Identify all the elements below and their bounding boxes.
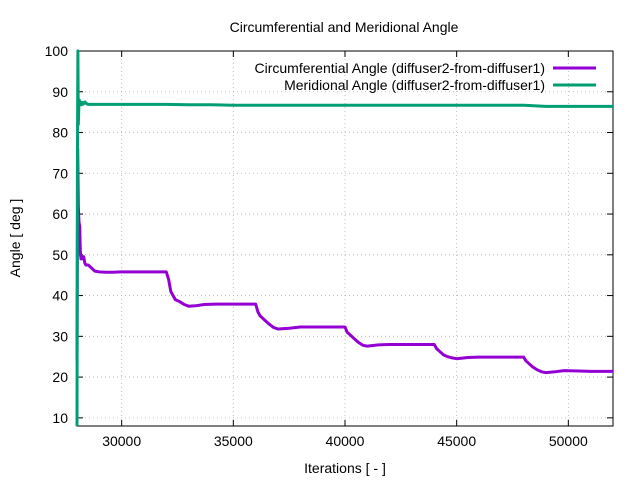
x-tick-label: 35000 bbox=[214, 433, 253, 449]
y-axis-label: Angle [ deg ] bbox=[7, 199, 23, 278]
y-tick-label: 40 bbox=[52, 288, 68, 304]
y-tick-label: 30 bbox=[52, 328, 68, 344]
x-tick-label: 30000 bbox=[102, 433, 141, 449]
y-tick-label: 80 bbox=[52, 125, 68, 141]
chart-title: Circumferential and Meridional Angle bbox=[230, 19, 459, 35]
x-tick-label: 40000 bbox=[326, 433, 365, 449]
legend-label-1: Meridional Angle (diffuser2-from-diffuse… bbox=[284, 77, 545, 93]
x-tick-label: 45000 bbox=[437, 433, 476, 449]
y-tick-label: 70 bbox=[52, 165, 68, 181]
ticks: 30000 35000 40000 45000 50000 10 20 30 40 50 60 70 8… bbox=[45, 43, 613, 449]
grid bbox=[77, 50, 613, 426]
y-tick-label: 90 bbox=[52, 84, 68, 100]
y-tick-label: 10 bbox=[52, 410, 68, 426]
y-tick-label: 50 bbox=[52, 247, 68, 263]
series-line-1 bbox=[75, 49, 613, 427]
y-tick-label: 100 bbox=[45, 43, 69, 59]
legend-label-0: Circumferential Angle (diffuser2-from-di… bbox=[255, 60, 546, 76]
y-tick-label: 60 bbox=[52, 206, 68, 222]
x-axis-label: Iterations [ - ] bbox=[304, 460, 386, 476]
series-line-0 bbox=[75, 147, 613, 375]
series-lines bbox=[75, 49, 613, 427]
y-tick-label: 20 bbox=[52, 369, 68, 385]
legend: Circumferential Angle (diffuser2-from-di… bbox=[255, 60, 596, 93]
x-tick-label: 50000 bbox=[549, 433, 588, 449]
